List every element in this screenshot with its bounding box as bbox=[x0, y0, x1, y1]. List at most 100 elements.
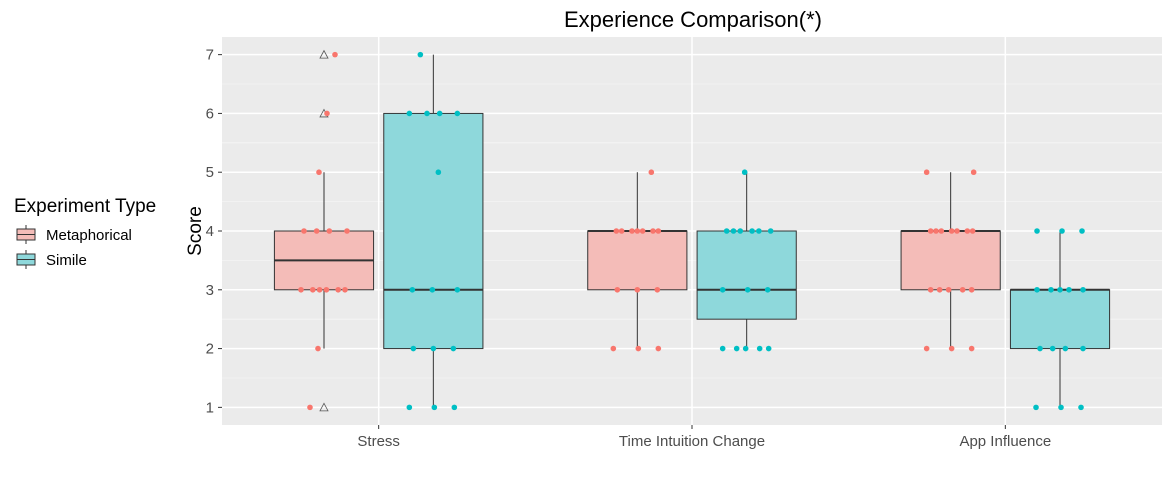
box-simile-1 bbox=[696, 172, 797, 349]
data-point bbox=[923, 345, 930, 352]
legend-key-simile bbox=[16, 250, 36, 269]
box-iqr bbox=[696, 230, 797, 320]
box-metaphorical-1 bbox=[587, 172, 688, 349]
data-point bbox=[613, 228, 620, 234]
data-point bbox=[301, 228, 307, 234]
data-point bbox=[959, 286, 966, 293]
data-point bbox=[719, 345, 726, 352]
box-simile-0 bbox=[383, 54, 484, 408]
data-point bbox=[938, 228, 945, 234]
box-metaphorical-2 bbox=[900, 172, 1001, 349]
data-point bbox=[1059, 228, 1065, 234]
data-point bbox=[1048, 286, 1054, 293]
data-point bbox=[635, 345, 642, 352]
data-point bbox=[618, 228, 625, 234]
data-point bbox=[307, 404, 313, 411]
data-point bbox=[744, 286, 751, 293]
data-point bbox=[945, 286, 952, 293]
data-point bbox=[741, 169, 748, 176]
data-point bbox=[430, 345, 437, 352]
data-point bbox=[650, 228, 656, 234]
data-point bbox=[742, 345, 749, 352]
data-point bbox=[1080, 286, 1086, 293]
data-point bbox=[1080, 345, 1086, 352]
data-point bbox=[765, 345, 772, 352]
y-axis: 1 2 3 4 5 6 7 bbox=[206, 47, 222, 416]
data-point bbox=[335, 286, 341, 293]
data-point bbox=[970, 169, 977, 176]
box-iqr bbox=[900, 230, 1001, 291]
data-point bbox=[948, 228, 955, 234]
data-point bbox=[764, 286, 771, 293]
box-metaphorical-0 bbox=[273, 49, 375, 412]
data-point bbox=[316, 169, 322, 176]
data-point bbox=[436, 110, 443, 117]
data-point bbox=[454, 286, 461, 293]
data-point bbox=[429, 286, 436, 293]
legend-key-metaphorical bbox=[16, 225, 36, 244]
y-tick-label: 3 bbox=[206, 282, 214, 299]
data-point bbox=[723, 228, 730, 234]
box-iqr bbox=[587, 230, 688, 291]
data-point bbox=[454, 110, 461, 117]
data-point bbox=[614, 286, 621, 293]
y-tick-label: 1 bbox=[206, 399, 214, 416]
data-point bbox=[410, 345, 417, 352]
data-point bbox=[648, 169, 655, 176]
data-point bbox=[730, 228, 737, 234]
data-point bbox=[332, 51, 338, 58]
data-point bbox=[1049, 345, 1056, 352]
data-point bbox=[1034, 286, 1040, 293]
data-point bbox=[629, 228, 635, 234]
data-point bbox=[324, 110, 330, 117]
data-point bbox=[639, 228, 646, 234]
outlier-marker bbox=[319, 402, 329, 412]
legend-label-simile: Simile bbox=[46, 252, 87, 269]
data-point bbox=[756, 228, 762, 234]
data-point bbox=[634, 286, 641, 293]
grid-lines bbox=[222, 37, 1162, 425]
data-point bbox=[1034, 228, 1040, 234]
data-point bbox=[936, 286, 943, 293]
data-point bbox=[756, 345, 763, 352]
data-point bbox=[1062, 345, 1069, 352]
x-tick-label: Time Intuition Change bbox=[619, 433, 765, 450]
data-point bbox=[344, 228, 350, 234]
data-point bbox=[323, 286, 330, 293]
legend: Experiment Type Metaphorical Simile bbox=[14, 196, 156, 269]
outlier-marker bbox=[319, 49, 329, 59]
data-point bbox=[948, 345, 955, 352]
data-point bbox=[923, 169, 930, 176]
data-point bbox=[316, 286, 323, 293]
box-iqr bbox=[383, 112, 484, 350]
data-point bbox=[964, 228, 971, 234]
data-point bbox=[969, 228, 976, 234]
point-layer bbox=[298, 51, 1086, 411]
y-axis-title: Score bbox=[185, 206, 206, 256]
data-point bbox=[968, 286, 975, 293]
data-point bbox=[406, 110, 413, 117]
x-axis: Stress Time Intuition Change App Influence bbox=[357, 425, 1051, 450]
data-point bbox=[654, 286, 661, 293]
chart-title: Experience Comparison(*) bbox=[564, 7, 822, 32]
data-point bbox=[326, 228, 333, 234]
legend-title: Experiment Type bbox=[14, 196, 156, 217]
y-tick-label: 4 bbox=[206, 223, 214, 240]
y-tick-label: 2 bbox=[206, 341, 214, 358]
data-point bbox=[450, 345, 457, 352]
data-point bbox=[655, 228, 662, 234]
data-point bbox=[1057, 286, 1063, 293]
data-point bbox=[927, 286, 934, 293]
data-point bbox=[342, 286, 348, 293]
data-point bbox=[610, 345, 617, 352]
data-point bbox=[409, 286, 416, 293]
box-layer bbox=[273, 49, 1111, 412]
data-point bbox=[733, 345, 740, 352]
data-point bbox=[655, 345, 662, 352]
data-point bbox=[406, 404, 413, 411]
data-point bbox=[1066, 286, 1072, 293]
data-point bbox=[309, 286, 316, 293]
data-point bbox=[719, 286, 726, 293]
data-point bbox=[933, 228, 939, 234]
